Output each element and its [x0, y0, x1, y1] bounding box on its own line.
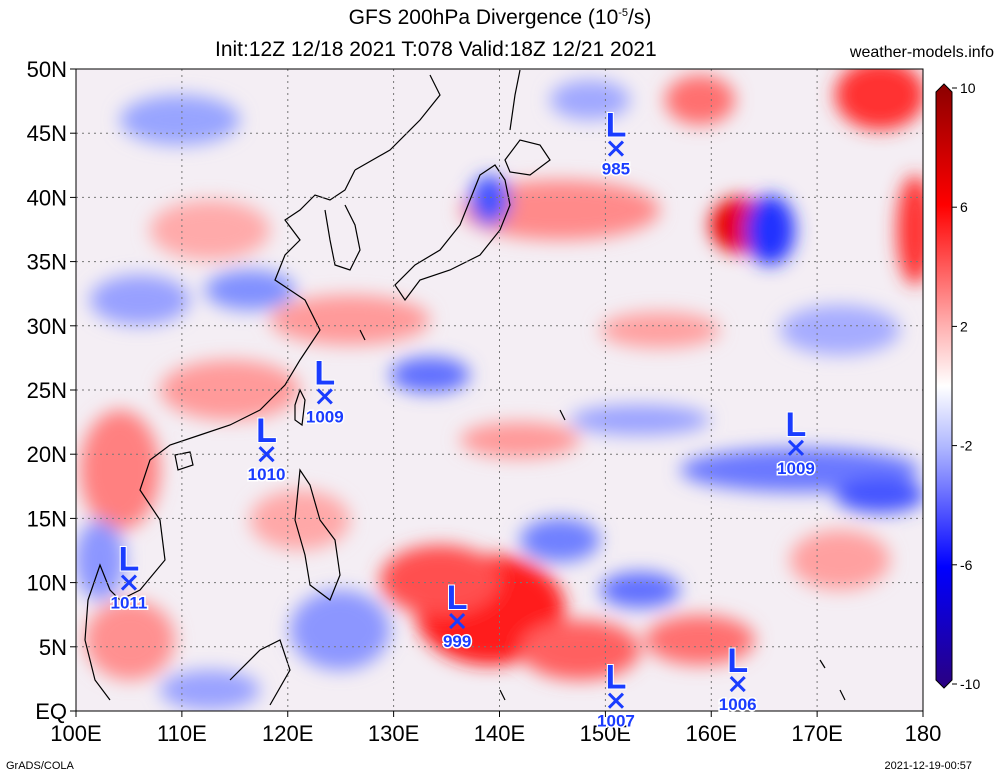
low-marker: L 985	[600, 106, 631, 181]
low-symbol: L	[447, 579, 468, 617]
low-pressure-label: 985	[602, 160, 630, 179]
low-center-mark	[258, 446, 275, 463]
lon-label: 110E	[157, 721, 207, 746]
lat-label: 30N	[27, 314, 67, 339]
title-main: GFS 200hPa Divergence (10	[348, 6, 619, 29]
lat-label: 40N	[27, 185, 67, 210]
chart-title: GFS 200hPa Divergence (10-5/s)	[0, 6, 1000, 30]
lon-label: 140E	[474, 721, 525, 746]
low-marker: L 1009	[776, 405, 817, 480]
grid-lines	[76, 69, 923, 711]
low-symbol: L	[786, 406, 807, 444]
low-pressure-label: 1009	[777, 459, 815, 478]
colorbar-label: 6	[960, 199, 968, 215]
colorbar-label: 10	[960, 80, 976, 96]
colorbar-label: -2	[960, 438, 973, 454]
low-center-mark	[787, 439, 805, 456]
low-center-mark	[607, 140, 625, 157]
coastlines	[84, 69, 846, 706]
low-pressure-label: 1011	[110, 594, 147, 613]
low-pressure-markers: L 985 L 1009 L 1010 L 1009 L 1011 L 999 L 1007 L 1006	[109, 106, 817, 733]
low-symbol: L	[119, 541, 140, 579]
low-symbol: L	[727, 642, 748, 680]
lon-label: 100E	[50, 721, 101, 746]
lon-label: 160E	[686, 721, 737, 746]
lat-label: 45N	[27, 121, 67, 146]
low-center-mark	[729, 675, 746, 693]
low-pressure-label: 999	[443, 632, 471, 651]
colorbar-scale	[935, 83, 953, 689]
footer-software: GrADS/COLA	[6, 760, 74, 772]
colorbar-labels: 10 6 2 -2 -6 -10	[952, 80, 980, 692]
low-marker: L 1006	[717, 641, 758, 716]
lat-label: 35N	[27, 250, 67, 275]
chart-subtitle: Init:12Z 12/18 2021 T:078 Valid:18Z 12/2…	[215, 38, 657, 61]
low-center-mark	[316, 388, 333, 405]
colorbar-label: -10	[960, 676, 980, 692]
lat-label: 15N	[27, 506, 67, 531]
lat-label: 25N	[27, 378, 67, 403]
footer-timestamp: 2021-12-19-00:57	[884, 760, 972, 772]
low-pressure-label: 1010	[248, 465, 286, 484]
low-marker: L 1010	[246, 411, 287, 486]
low-marker: L 1007	[596, 658, 637, 733]
lon-label: 120E	[262, 721, 313, 746]
colorbar-label: -6	[960, 557, 973, 573]
latitude-axis: EQ 5N 10N 15N 20N 25N 30N 35N 40N 45N 50N	[27, 57, 76, 724]
low-center-mark	[449, 613, 466, 630]
low-symbol: L	[314, 354, 335, 392]
title-exponent: -5	[618, 7, 629, 19]
lat-label: 10N	[27, 571, 67, 596]
site-credit: weather-models.info	[849, 44, 994, 61]
low-symbol: L	[256, 412, 277, 450]
colorbar: 10 6 2 -2 -6 -10	[935, 80, 980, 692]
colorbar-label: 2	[960, 318, 968, 334]
low-marker: L 1011	[109, 540, 149, 615]
low-pressure-label: 1007	[597, 712, 635, 731]
low-symbol: L	[606, 659, 627, 697]
low-center-mark	[607, 692, 625, 709]
divergence-field	[76, 69, 923, 711]
low-pressure-label: 1009	[306, 407, 344, 426]
lon-label: 150E	[580, 721, 631, 746]
lon-label: 130E	[368, 721, 419, 746]
low-symbol: L	[606, 107, 627, 145]
lat-label: 20N	[27, 442, 67, 467]
low-pressure-label: 1006	[719, 695, 757, 714]
lon-label: 170E	[791, 721, 842, 746]
lat-label: 50N	[27, 57, 67, 82]
lon-label: 180	[905, 721, 942, 746]
lat-label: 5N	[39, 635, 67, 660]
longitude-axis: 100E 110E 120E 130E 140E 150E 160E 170E 180	[50, 711, 941, 746]
title-unit: /s)	[628, 6, 652, 29]
low-marker: L 999	[441, 578, 472, 653]
low-marker: L 1009	[304, 353, 345, 428]
lat-label: EQ	[35, 699, 67, 724]
low-center-mark	[120, 574, 137, 591]
